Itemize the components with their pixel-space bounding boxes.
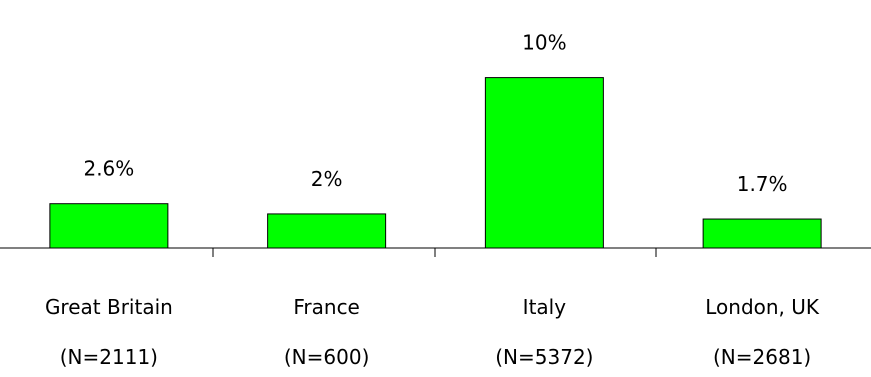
category-label-2: Italy bbox=[523, 295, 567, 319]
category-labels-group: Great Britain (N=2111) France (N=600) Italy (… bbox=[45, 295, 820, 369]
category-sublabel-0: (N=2111) bbox=[60, 345, 158, 369]
bar-2 bbox=[484, 77, 604, 249]
data-label-3: 1.7% bbox=[737, 172, 788, 196]
category-label-3: London, UK bbox=[705, 295, 820, 319]
data-labels-group: 2.6% 2% 10% 1.7% bbox=[83, 31, 787, 196]
data-label-1: 2% bbox=[311, 167, 343, 191]
category-sublabel-1: (N=600) bbox=[284, 345, 370, 369]
category-label-1: France bbox=[293, 295, 360, 319]
bar-0 bbox=[49, 203, 169, 249]
bar-3 bbox=[702, 218, 822, 249]
category-sublabel-3: (N=2681) bbox=[713, 345, 811, 369]
bars-group bbox=[49, 77, 822, 249]
data-label-0: 2.6% bbox=[83, 157, 134, 181]
bar-1 bbox=[267, 213, 387, 249]
category-sublabel-2: (N=5372) bbox=[495, 345, 593, 369]
data-label-2: 10% bbox=[522, 31, 566, 55]
category-label-0: Great Britain bbox=[45, 295, 173, 319]
